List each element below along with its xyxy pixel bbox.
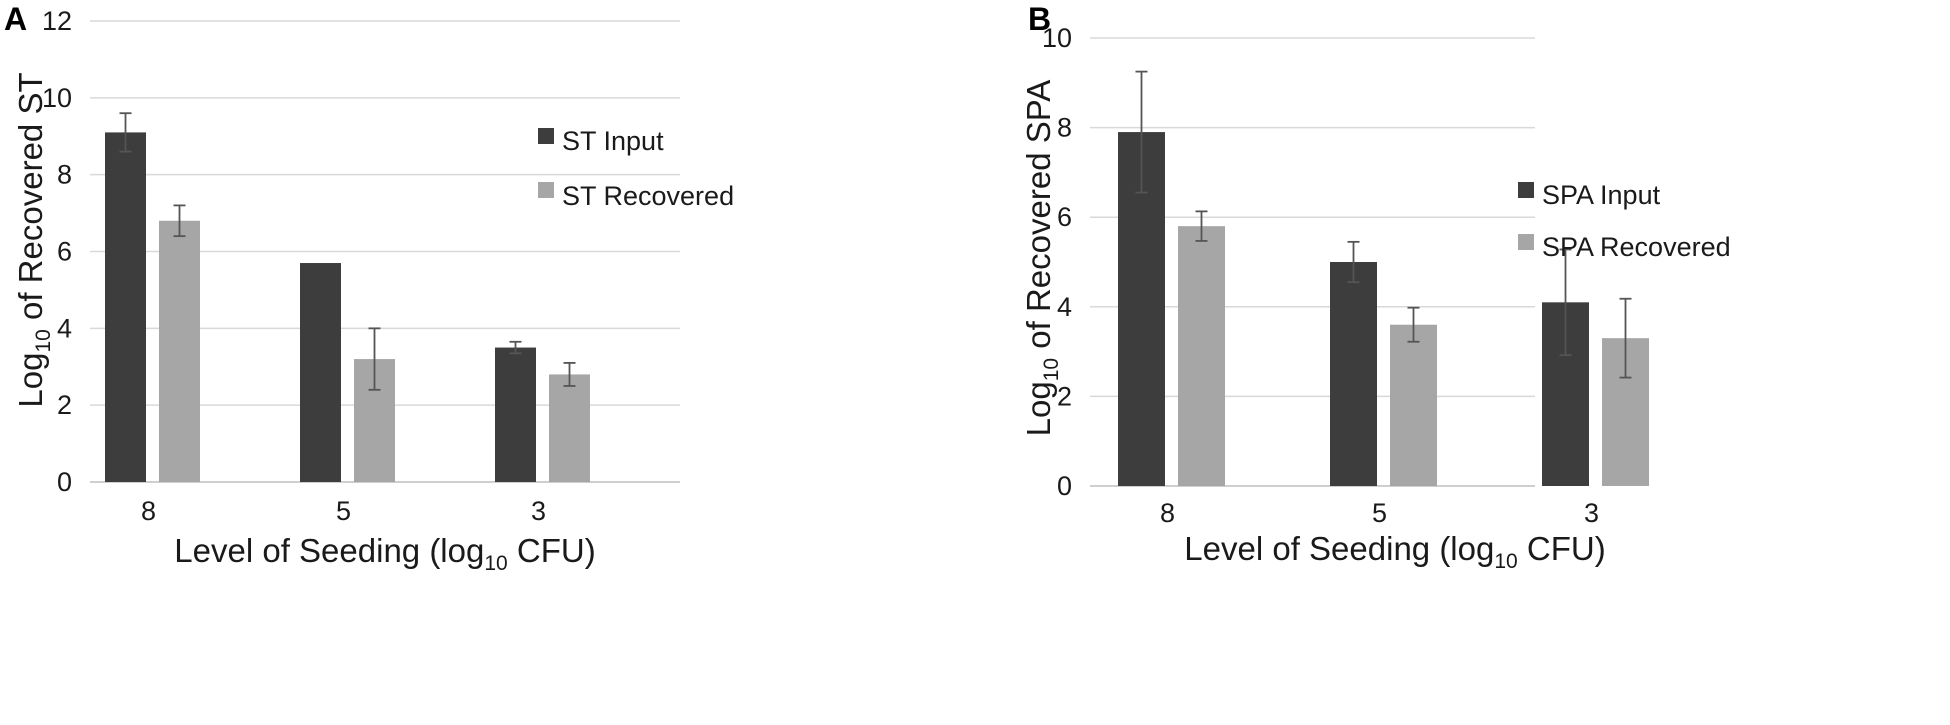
bar-recovered-5 — [1390, 324, 1437, 486]
y-tick-label: 2 — [57, 390, 72, 420]
x-axis-title: Level of Seeding (log10 CFU) — [1184, 530, 1605, 573]
y-axis-title-tail: of Recovered ST — [12, 72, 49, 329]
legend-swatch-input — [1518, 182, 1534, 198]
x-axis-title-main: Level of Seeding (log — [1184, 530, 1494, 567]
y-axis-title: Log10 of Recovered SPA — [1020, 80, 1063, 437]
legend-label-recovered: SPA Recovered — [1542, 232, 1731, 262]
bar-recovered-8 — [159, 220, 200, 482]
y-axis-title-sub: 10 — [32, 329, 55, 352]
legend-swatch-recovered — [538, 182, 554, 198]
y-axis-title-main: Log — [1020, 381, 1057, 436]
y-tick-label: 4 — [1057, 292, 1072, 322]
x-tick-label: 3 — [531, 496, 546, 526]
x-axis-title: Level of Seeding (log10 CFU) — [174, 532, 595, 575]
x-axis-title-tail: CFU) — [508, 532, 596, 569]
x-tick-label: 5 — [336, 496, 351, 526]
chart-panel-a: A 0 2 4 6 8 10 12 8 5 3 Level of Seeding (log10 CFU… — [0, 0, 975, 720]
x-axis-title-main: Level of Seeding (log — [174, 532, 484, 569]
legend-swatch-input — [538, 128, 554, 144]
bar-recovered-3 — [549, 374, 590, 482]
x-axis-title-tail: CFU) — [1518, 530, 1606, 567]
y-tick-label: 6 — [57, 237, 72, 267]
y-tick-label: 4 — [57, 313, 72, 343]
bar-input-3 — [495, 347, 536, 482]
y-tick-label: 0 — [57, 467, 72, 497]
x-tick-label: 8 — [141, 496, 156, 526]
x-axis-title-sub: 10 — [484, 552, 507, 575]
y-axis-title-sub: 10 — [1040, 358, 1063, 381]
y-tick-label: 6 — [1057, 202, 1072, 232]
legend-swatch-recovered — [1518, 234, 1534, 250]
y-tick-label: 2 — [1057, 381, 1072, 411]
x-tick-label: 8 — [1160, 498, 1175, 528]
y-axis-title: Log10 of Recovered ST — [12, 72, 55, 407]
bar-input-5 — [300, 263, 341, 482]
y-axis-title-main: Log — [12, 353, 49, 408]
chart-panel-b: B 0 2 4 6 8 10 8 5 3 Level of Seeding (log10 CFU) L… — [1010, 0, 1950, 720]
legend-label-input: ST Input — [562, 126, 664, 156]
y-tick-label: 10 — [1042, 23, 1072, 53]
legend-label-recovered: ST Recovered — [562, 181, 734, 211]
bar-recovered-8 — [1178, 226, 1225, 486]
y-tick-label: 0 — [1057, 471, 1072, 501]
legend-label-input: SPA Input — [1542, 180, 1661, 210]
x-tick-label: 3 — [1584, 498, 1599, 528]
x-axis-title-sub: 10 — [1494, 550, 1517, 573]
bar-input-5 — [1330, 262, 1377, 486]
panel-letter: A — [4, 1, 27, 37]
y-tick-label: 8 — [1057, 113, 1072, 143]
y-tick-label: 8 — [57, 160, 72, 190]
x-tick-label: 5 — [1372, 498, 1387, 528]
y-tick-label: 10 — [42, 83, 72, 113]
y-axis-title-tail: of Recovered SPA — [1020, 80, 1057, 358]
y-tick-label: 12 — [42, 6, 72, 36]
panel-letter: B — [1028, 1, 1051, 37]
bar-input-8 — [105, 132, 146, 483]
